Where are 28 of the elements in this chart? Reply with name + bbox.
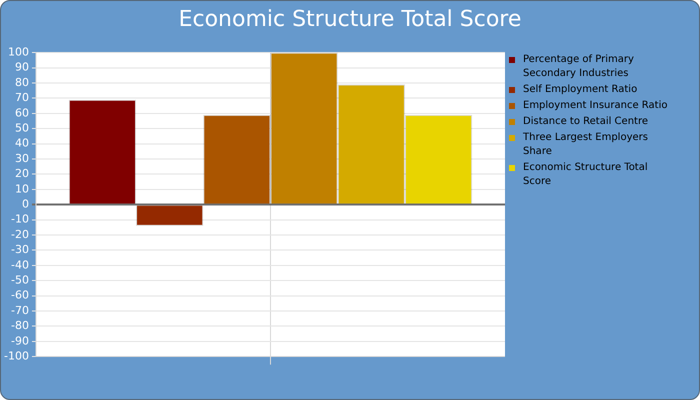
y-tick-label: 30 <box>14 152 29 165</box>
y-tick-label: -70 <box>10 304 29 317</box>
y-tick-label: 20 <box>14 167 29 180</box>
legend-label: Economic Structure Total Score <box>523 161 649 189</box>
y-tick-label: 0 <box>22 197 29 210</box>
y-tick-label: 60 <box>14 106 29 120</box>
y-tick-label: -50 <box>10 273 29 286</box>
y-tick-label: -40 <box>10 258 29 272</box>
legend-label: Distance to Retail Centre <box>523 115 649 129</box>
y-tick-label: -90 <box>10 334 29 348</box>
legend-label: Self Employment Ratio <box>523 83 638 97</box>
y-tick-label: 10 <box>14 182 29 196</box>
y-tick-label: 80 <box>14 76 29 89</box>
legend-label: Three Largest Employers Share <box>523 131 649 159</box>
y-tick-label: -20 <box>10 228 29 241</box>
y-tick-label: -100 <box>4 349 29 362</box>
y-tick-label: 40 <box>14 136 29 150</box>
y-tick-label: 50 <box>14 121 29 134</box>
y-tick-label: -60 <box>10 288 29 302</box>
chart-title: Economic Structure Total Score <box>178 7 522 32</box>
y-tick-label: -30 <box>10 243 29 256</box>
y-tick-label: 90 <box>14 60 29 74</box>
legend-label: Percentage of Primary Secondary Industries <box>523 53 635 81</box>
y-tick-label: 70 <box>14 91 29 104</box>
y-tick-label: -10 <box>10 212 29 226</box>
y-tick-label: 100 <box>8 45 29 58</box>
y-tick-label: -80 <box>10 319 29 332</box>
legend-label: Employment Insurance Ratio <box>523 99 668 113</box>
